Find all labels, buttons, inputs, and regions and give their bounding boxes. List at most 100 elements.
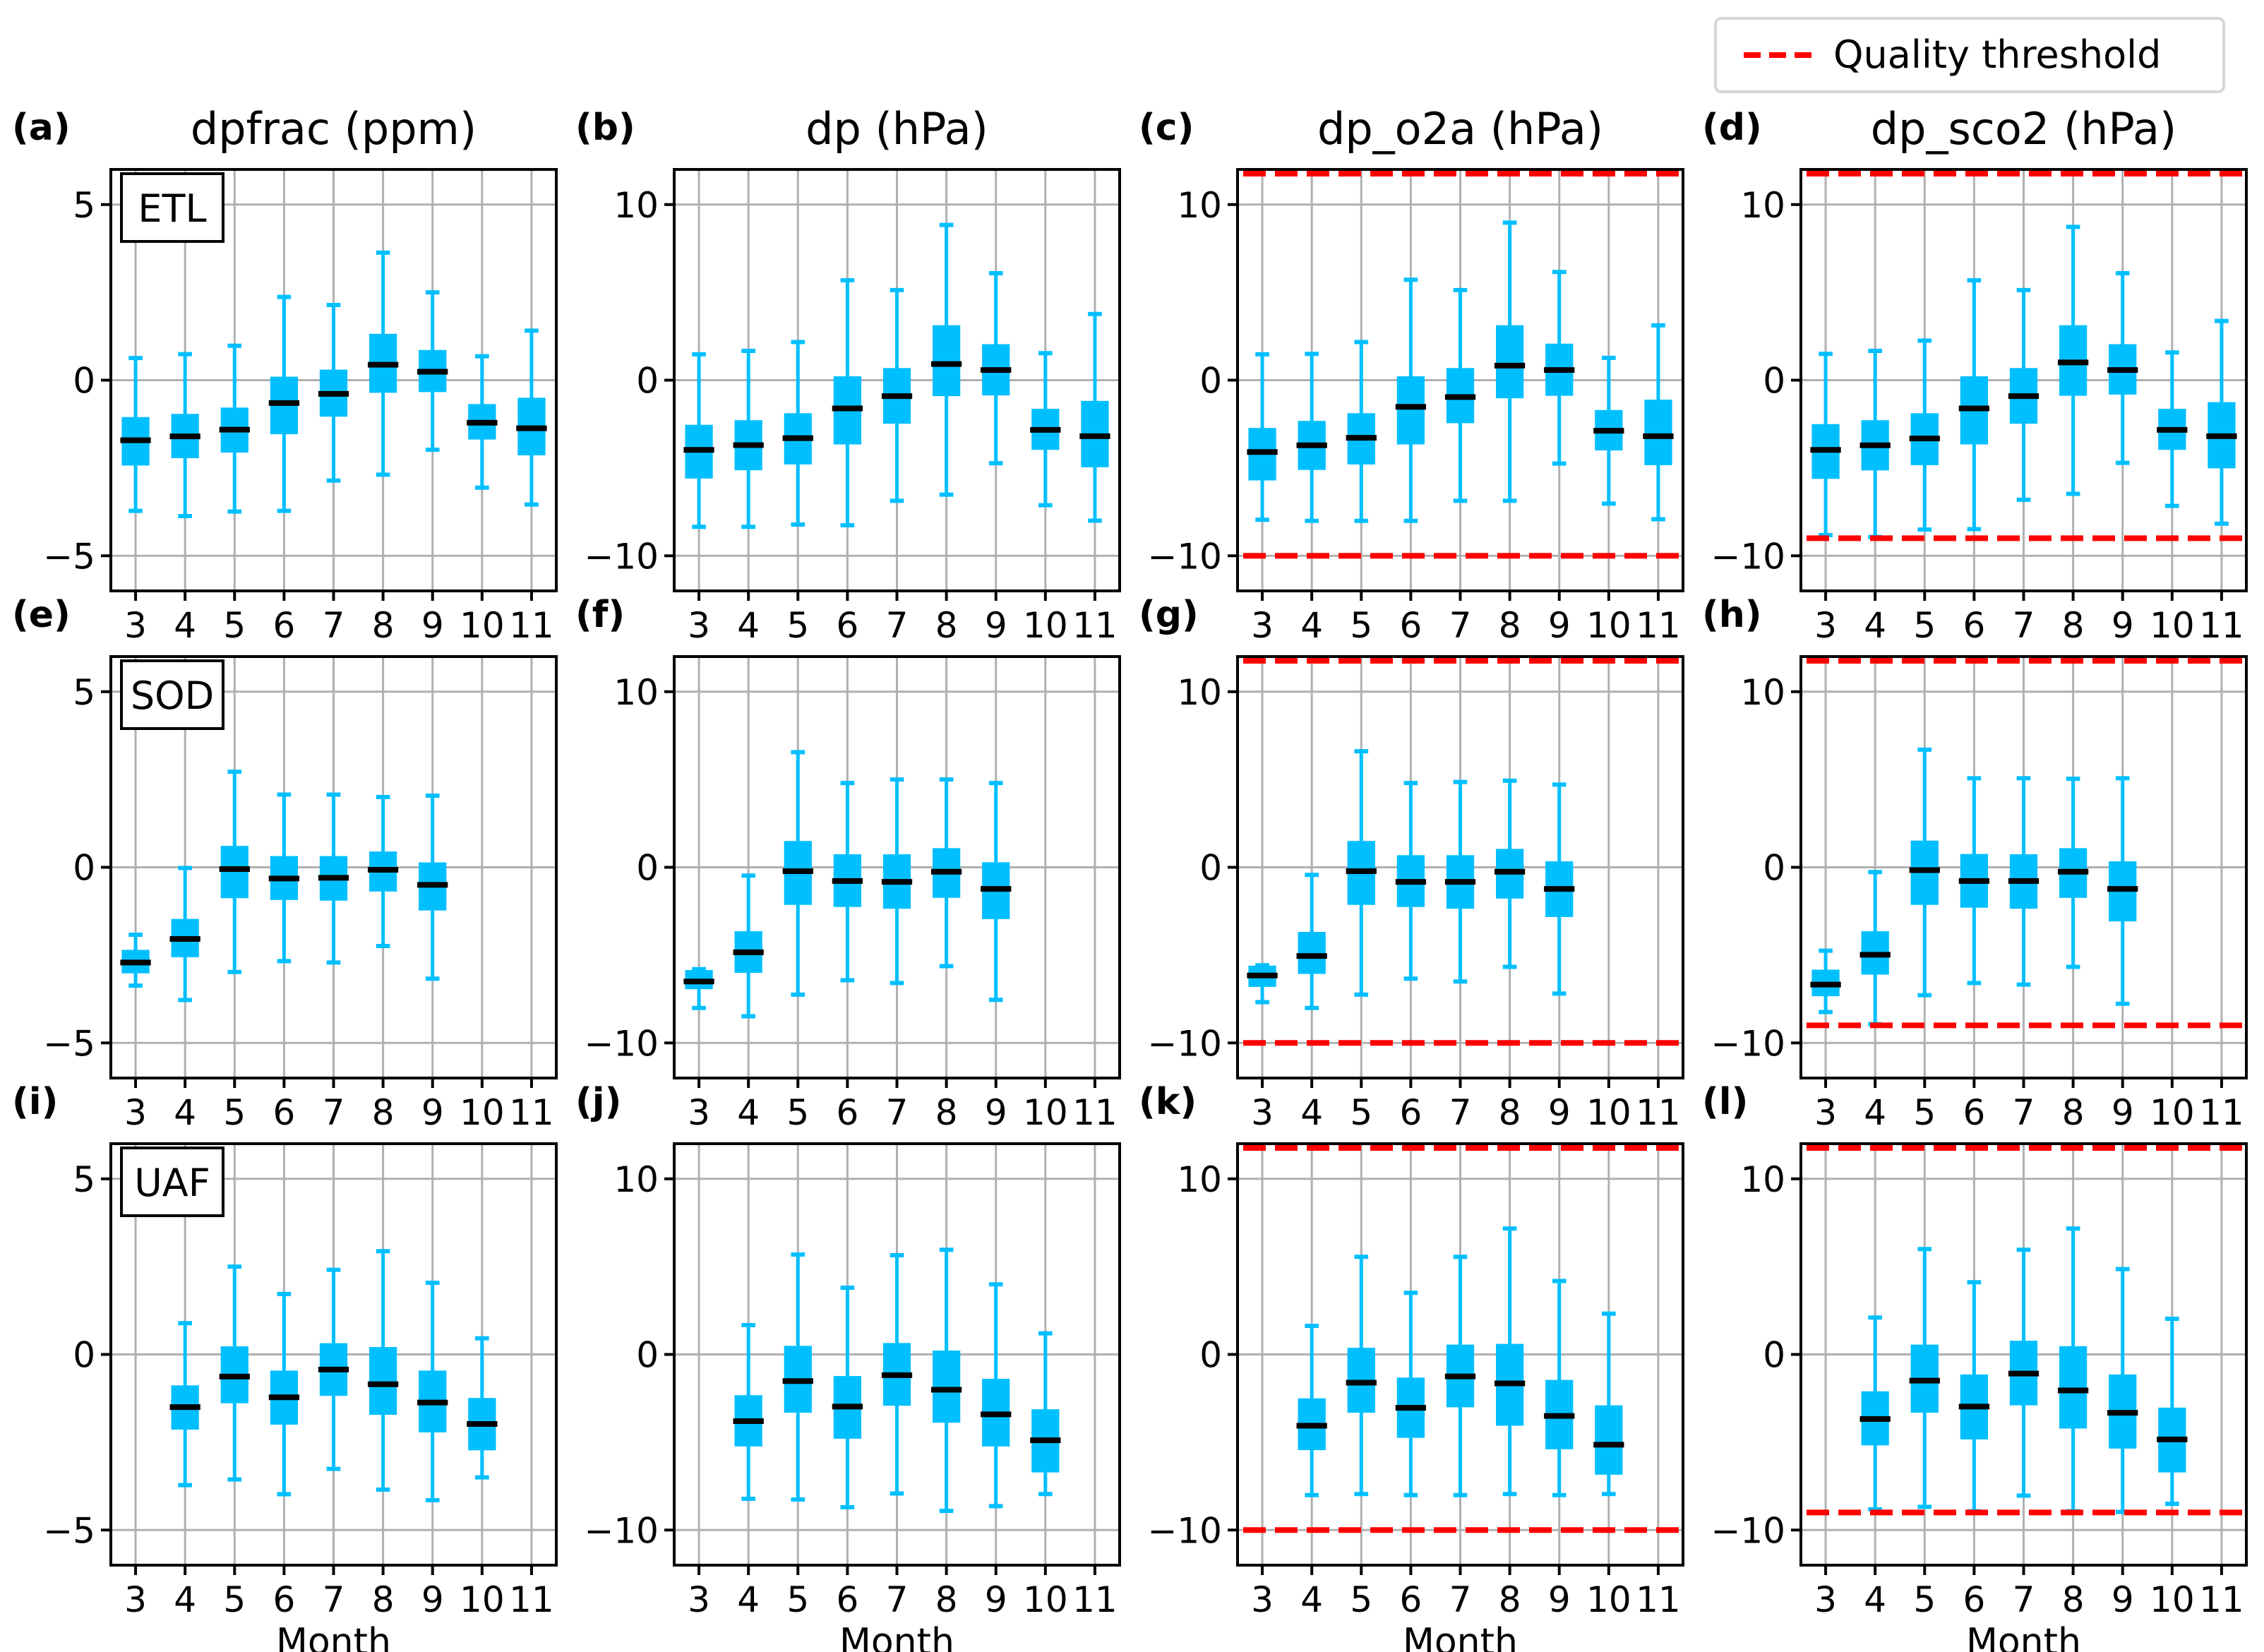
box-month-3 <box>120 356 151 513</box>
box-month-4 <box>169 1321 200 1488</box>
x-tick-label: 8 <box>2062 605 2085 646</box>
box-month-4 <box>733 348 764 529</box>
box-month-6 <box>268 1291 300 1497</box>
box-month-3 <box>1810 948 1841 1014</box>
y-tick-label: 10 <box>1177 672 1222 713</box>
station-text: ETL <box>138 186 206 231</box>
x-tick-label: 10 <box>1023 605 1068 646</box>
y-tick-label: −10 <box>1147 536 1222 577</box>
y-tick-label: 0 <box>1199 1335 1222 1376</box>
x-tick-label: 5 <box>1913 605 1936 646</box>
box-month-4 <box>1296 1323 1327 1497</box>
box-month-8 <box>2057 777 2089 969</box>
box-month-5 <box>219 343 250 514</box>
box-month-3 <box>683 966 714 1010</box>
x-tick-label: 3 <box>1814 605 1837 646</box>
x-tick-label: 6 <box>272 1092 295 1133</box>
box-month-10 <box>467 1336 498 1480</box>
x-tick-label: 3 <box>1251 1092 1274 1133</box>
box-month-7 <box>881 777 913 986</box>
x-tick-label: 6 <box>1399 1092 1422 1133</box>
box-month-8 <box>2057 225 2089 496</box>
x-tick-label: 7 <box>2013 1579 2035 1620</box>
x-tick-label: 8 <box>2062 1579 2085 1620</box>
x-tick-label: 4 <box>174 605 196 646</box>
iqr-box <box>220 846 248 899</box>
box-month-7 <box>1444 287 1476 503</box>
x-tick-label: 6 <box>836 1579 858 1620</box>
panel-label: (g) <box>1139 594 1199 636</box>
x-tick-label: 6 <box>1963 1092 1985 1133</box>
x-tick-label: 9 <box>2112 1092 2134 1133</box>
y-tick-label: 0 <box>73 848 95 889</box>
x-tick-label: 10 <box>2150 1579 2195 1620</box>
x-tick-label: 4 <box>1864 1579 1886 1620</box>
y-tick-label: −10 <box>584 536 659 577</box>
x-tick-label: 5 <box>1913 1092 1936 1133</box>
x-tick-label: 3 <box>1251 605 1274 646</box>
box-month-7 <box>318 792 349 965</box>
box-month-4 <box>1859 348 1891 539</box>
box-month-9 <box>417 1281 448 1502</box>
x-tick-label: 9 <box>1548 1092 1571 1133</box>
box-month-9 <box>1544 1279 1575 1497</box>
box-month-8 <box>930 1247 962 1514</box>
box-month-8 <box>930 777 962 969</box>
box-month-3 <box>1247 352 1278 522</box>
box-month-10 <box>2157 1317 2188 1507</box>
x-tick-label: 5 <box>786 1092 809 1133</box>
box-month-9 <box>2107 271 2138 465</box>
y-tick-label: −10 <box>1711 1023 1785 1064</box>
legend-frame <box>1714 17 2225 93</box>
panel-title: dp_sco2 (hPa) <box>1871 103 2176 155</box>
station-label: ETL <box>120 172 224 243</box>
x-tick-label: 5 <box>223 1092 246 1133</box>
box-month-9 <box>981 1282 1012 1509</box>
x-axis-label: Month <box>1966 1621 2081 1652</box>
x-tick-label: 4 <box>1300 1579 1323 1620</box>
x-tick-label: 8 <box>372 605 395 646</box>
box-month-4 <box>169 866 200 1002</box>
x-tick-label: 9 <box>421 605 444 646</box>
box-month-5 <box>1346 1255 1377 1497</box>
x-tick-label: 10 <box>1023 1579 1068 1620</box>
y-tick-label: 10 <box>1740 185 1785 226</box>
x-tick-label: 10 <box>1586 605 1631 646</box>
x-tick-label: 11 <box>1636 1092 1681 1133</box>
panel-label: (i) <box>12 1081 58 1123</box>
legend: Quality threshold <box>1714 17 2225 93</box>
x-tick-label: 8 <box>1499 605 1521 646</box>
box-month-5 <box>782 340 813 527</box>
box-month-8 <box>930 222 962 497</box>
panel-title: dpfrac (ppm) <box>191 103 477 155</box>
x-tick-label: 9 <box>2112 605 2134 646</box>
x-tick-label: 6 <box>1399 1579 1422 1620</box>
box-month-5 <box>1346 749 1377 997</box>
y-tick-label: 10 <box>1177 185 1222 226</box>
y-tick-label: 0 <box>1199 848 1222 889</box>
box-month-10 <box>1593 1311 1624 1497</box>
x-tick-label: 9 <box>2112 1579 2134 1620</box>
x-tick-label: 8 <box>935 1092 958 1133</box>
box-month-4 <box>1296 352 1327 523</box>
box-month-7 <box>318 1267 349 1471</box>
y-tick-label: 0 <box>1763 361 1785 402</box>
x-tick-label: 11 <box>1072 1092 1118 1133</box>
box-month-8 <box>367 250 399 477</box>
x-tick-label: 8 <box>935 605 958 646</box>
x-tick-label: 4 <box>174 1092 196 1133</box>
box-month-9 <box>981 781 1012 1002</box>
y-tick-label: 10 <box>1177 1159 1222 1200</box>
x-tick-label: 4 <box>1864 605 1886 646</box>
box-month-5 <box>219 770 250 974</box>
x-tick-label: 10 <box>2150 1092 2195 1133</box>
box-month-11 <box>1643 323 1674 522</box>
y-tick-label: 0 <box>73 361 95 402</box>
x-tick-label: 3 <box>124 1092 147 1133</box>
y-tick-label: 0 <box>636 848 659 889</box>
